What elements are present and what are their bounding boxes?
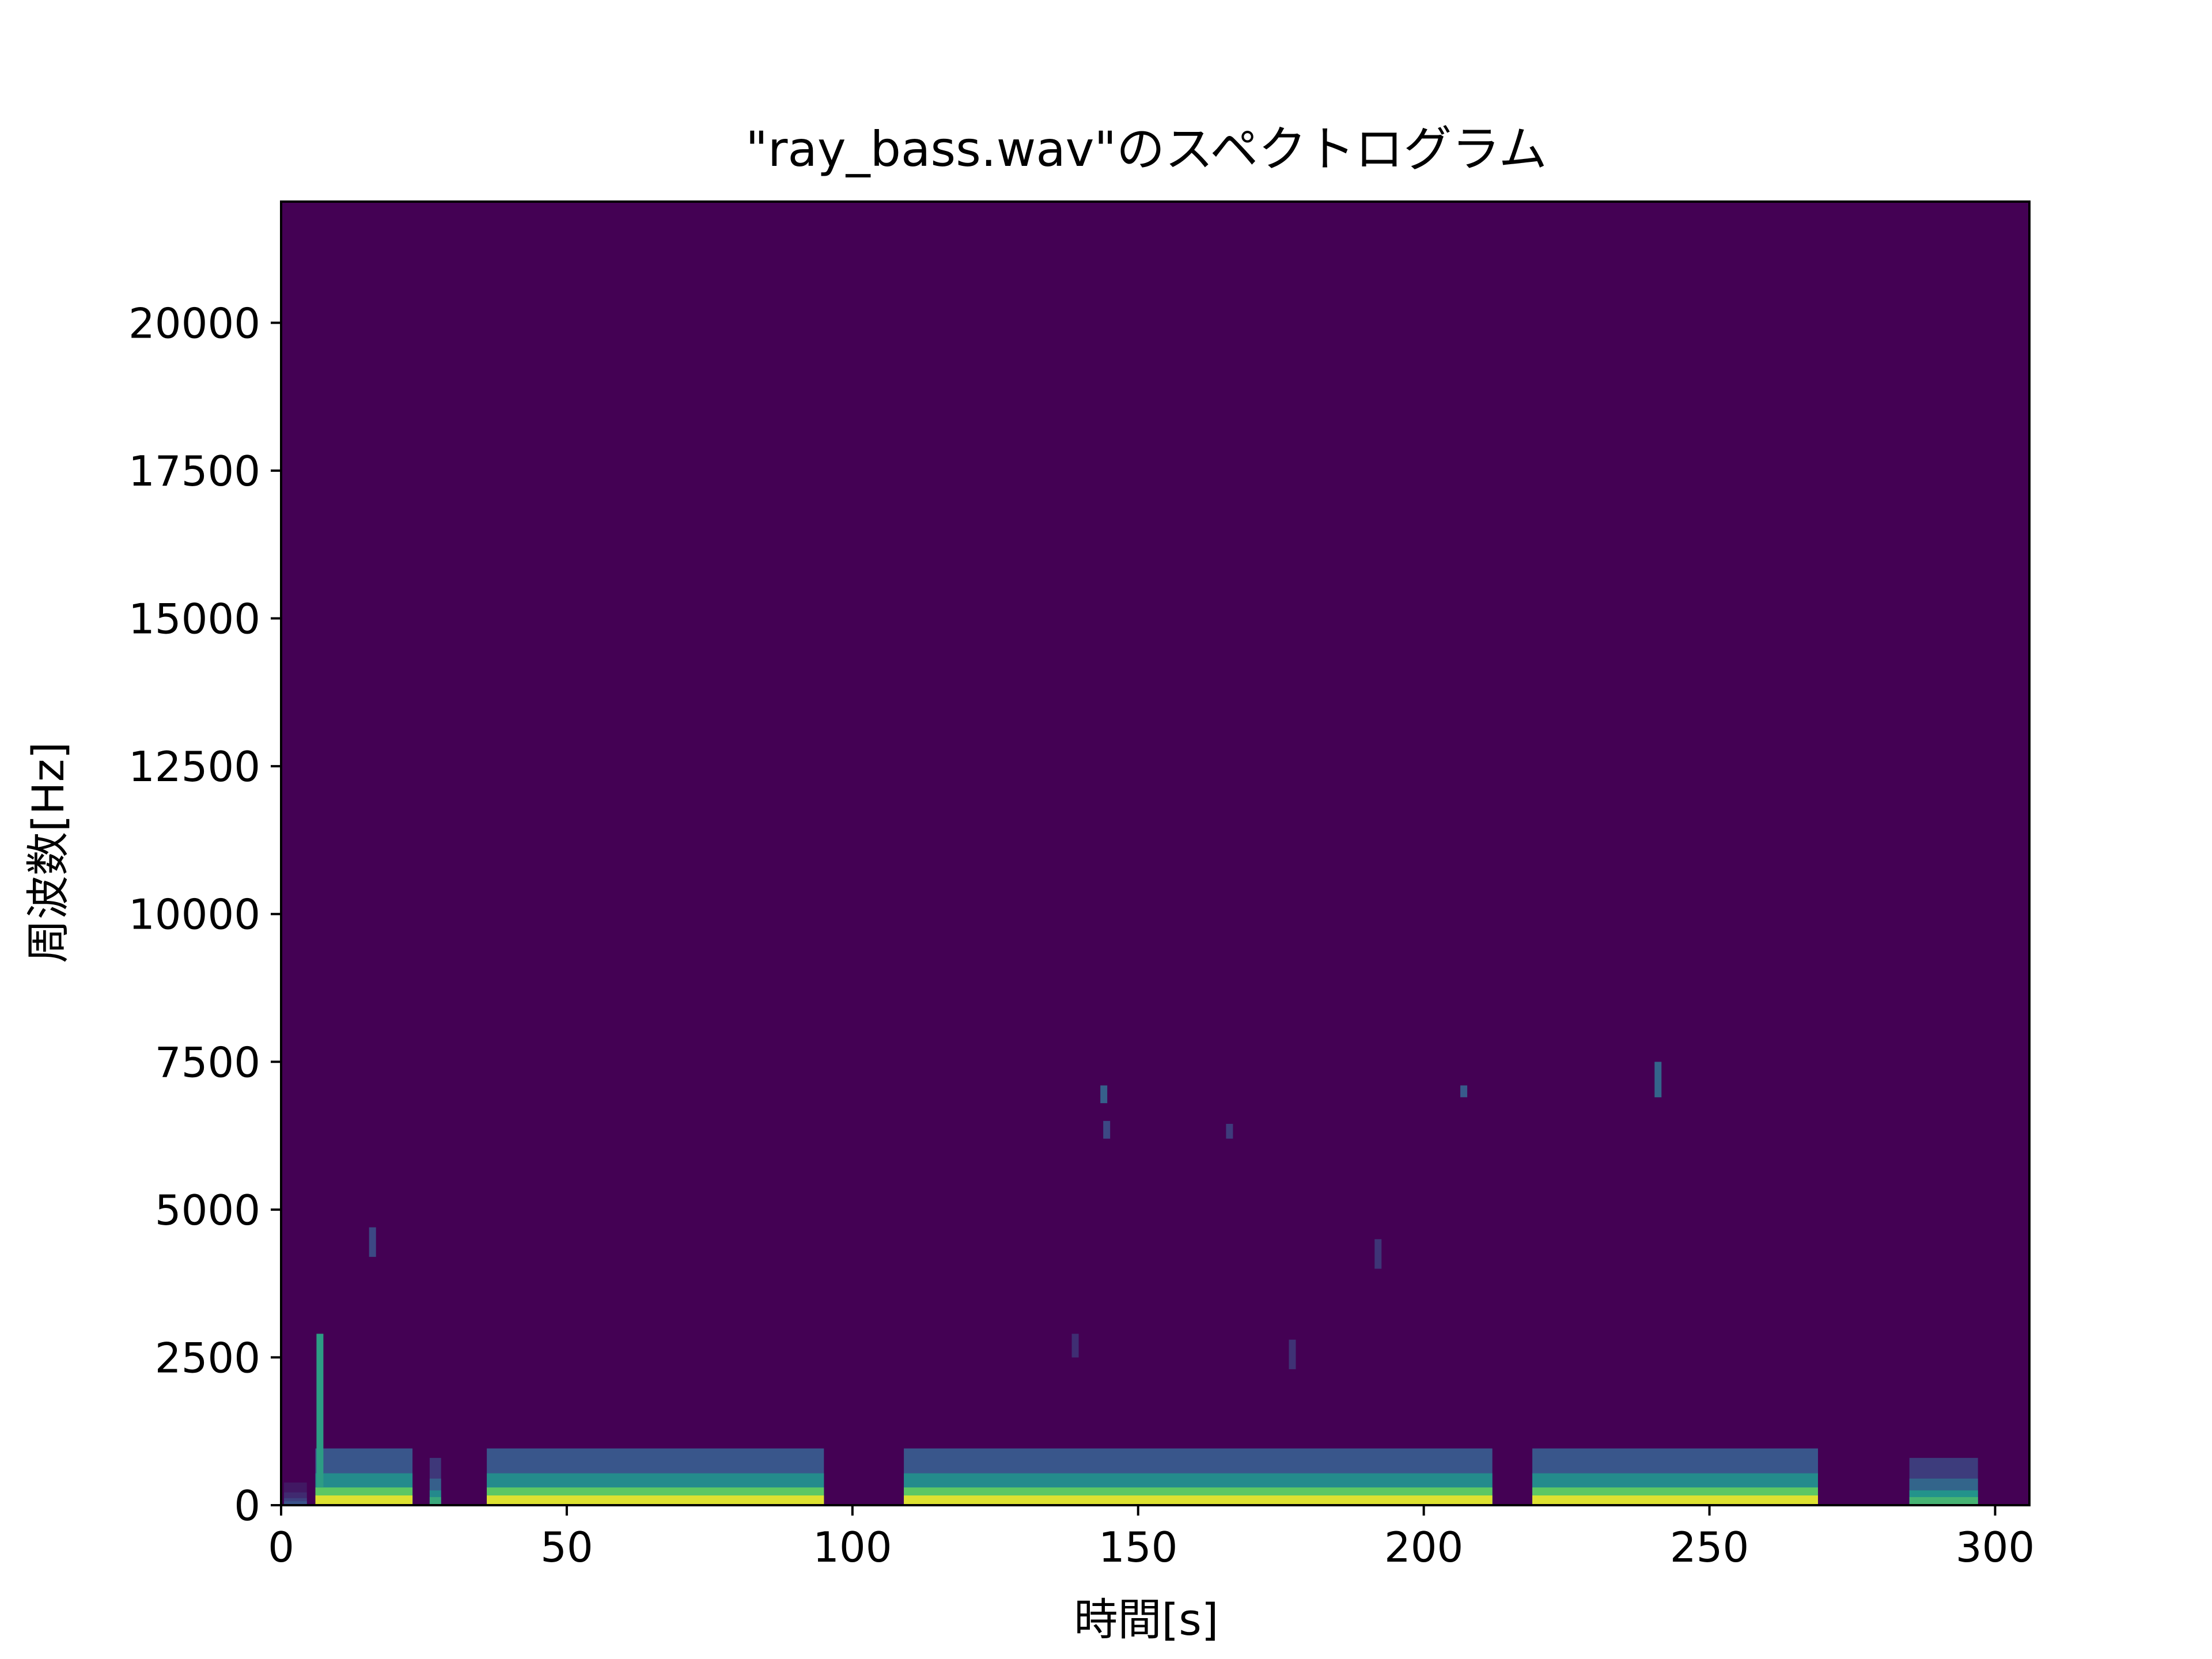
x-tick-label: 50 [540, 1523, 593, 1571]
spectrogram-energy [284, 1062, 1978, 1505]
energy-spot-8 [1289, 1339, 1296, 1369]
x-axis-label: 時間[s] [1074, 1594, 1219, 1645]
energy-band-2-layer-3 [429, 1497, 441, 1505]
energy-spot-7 [1374, 1239, 1382, 1269]
y-tick-label: 5000 [155, 1186, 260, 1234]
x-tick-label: 250 [1670, 1523, 1749, 1571]
y-tick-label: 0 [234, 1482, 260, 1530]
spectrogram-background [281, 202, 2029, 1505]
y-tick-label: 7500 [155, 1038, 260, 1086]
energy-band-4-layer-3 [904, 1495, 1493, 1505]
x-tick-label: 150 [1099, 1523, 1177, 1571]
energy-spot-4 [1226, 1124, 1233, 1139]
energy-spot-5 [1460, 1085, 1468, 1097]
x-tick-label: 0 [268, 1523, 294, 1571]
y-axis-label: 周波数[Hz] [22, 742, 74, 963]
x-tick-label: 300 [1956, 1523, 2035, 1571]
y-tick-label: 2500 [155, 1334, 260, 1382]
x-tick-label: 100 [813, 1523, 892, 1571]
energy-spot-2 [1100, 1085, 1108, 1104]
energy-band-5-layer-3 [1532, 1495, 1818, 1505]
plot-frame [280, 200, 2031, 1506]
plot-area [280, 200, 2031, 1506]
energy-band-0-layer-3 [284, 1501, 307, 1505]
energy-band-3-layer-3 [487, 1495, 824, 1505]
energy-spot-9 [1071, 1334, 1079, 1358]
y-axis: 0 2500 5000 7500 10000 12500 15000 17500 20000 [128, 299, 281, 1530]
energy-spot-3 [1103, 1120, 1111, 1139]
y-tick-label: 12500 [128, 743, 260, 791]
y-tick-label: 20000 [128, 299, 260, 347]
energy-spot-1 [369, 1227, 376, 1257]
chart-title: "ray_bass.wav"のスペクトログラム [745, 121, 1547, 177]
y-tick-label: 10000 [128, 891, 260, 939]
y-tick-label: 15000 [128, 595, 260, 643]
y-tick-label: 17500 [128, 447, 260, 495]
energy-spot-6 [1654, 1062, 1662, 1097]
energy-spot-0 [316, 1334, 324, 1488]
energy-band-6-layer-3 [1909, 1497, 1978, 1505]
energy-band-1-layer-3 [315, 1495, 413, 1505]
x-tick-label: 200 [1384, 1523, 1463, 1571]
x-axis: 0 50 100 150 200 250 300 [268, 1505, 2035, 1571]
